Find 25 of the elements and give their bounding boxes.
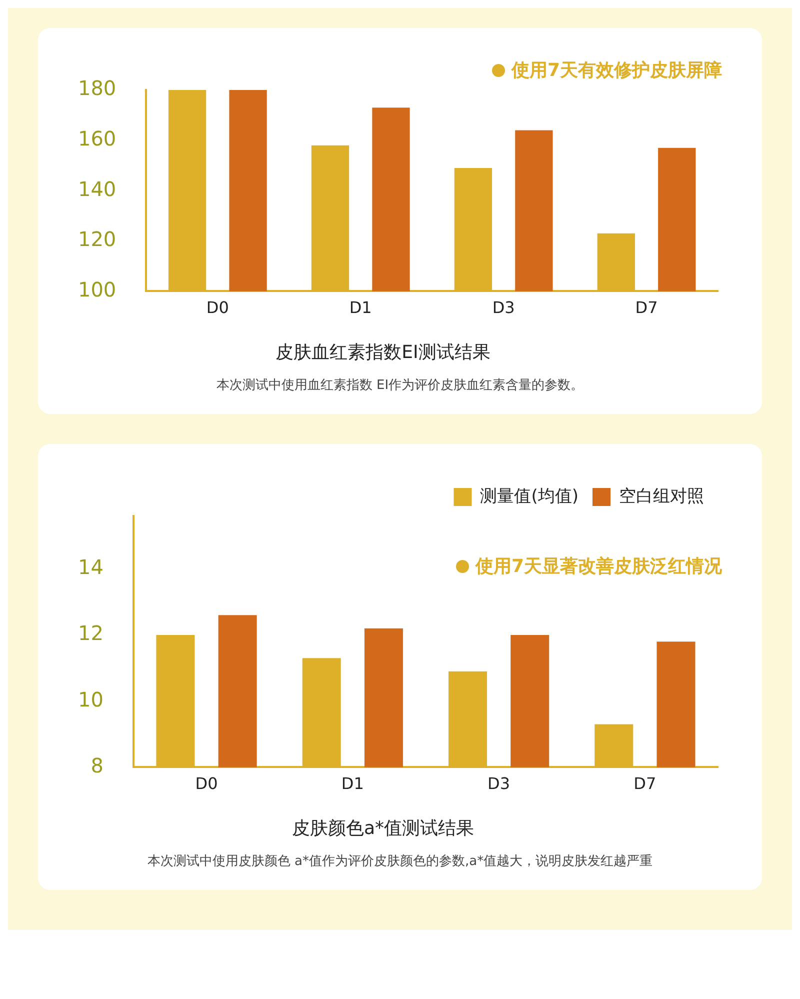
y-tick-label: 8 <box>90 753 104 778</box>
text: 皮肤颜色a*值测试结果 <box>292 818 474 839</box>
y-tick-label: 100 <box>78 277 116 302</box>
y-tick-label: 160 <box>78 126 116 151</box>
x-tick-label: D0 <box>206 298 229 317</box>
x-tick-label: D1 <box>349 298 372 317</box>
x-tick-label: D7 <box>635 298 658 317</box>
annotation: 使用7天显著改善皮肤泛红情况 <box>475 555 722 578</box>
y-tick-label: 180 <box>78 76 116 100</box>
x-tick-label: D7 <box>634 774 656 793</box>
y-tick-label: 10 <box>78 687 104 712</box>
legend-label: 空白组对照 <box>619 486 704 506</box>
y-tick-label: 12 <box>78 621 104 646</box>
x-tick-label: D0 <box>195 774 218 793</box>
legend-label: 测量值(均值) <box>480 486 578 506</box>
x-tick-label: D3 <box>488 774 510 793</box>
y-tick-label: 14 <box>78 555 104 580</box>
text: 本次测试中使用血红素指数 EI作为评价皮肤血红素含量的参数。 <box>215 377 585 394</box>
text: 本次测试中使用皮肤颜色 a*值作为评价皮肤颜色的参数,a*值越大，说明皮肤发红越严重 <box>146 853 654 870</box>
text: 皮肤血红素指数EI测试结果 <box>276 342 490 363</box>
text: 使用7天有效修护皮肤屏障 <box>511 59 722 82</box>
x-tick-label: D1 <box>341 774 364 793</box>
x-tick-label: D3 <box>492 298 515 317</box>
y-tick-label: 120 <box>78 227 116 252</box>
y-tick-label: 140 <box>78 176 116 201</box>
